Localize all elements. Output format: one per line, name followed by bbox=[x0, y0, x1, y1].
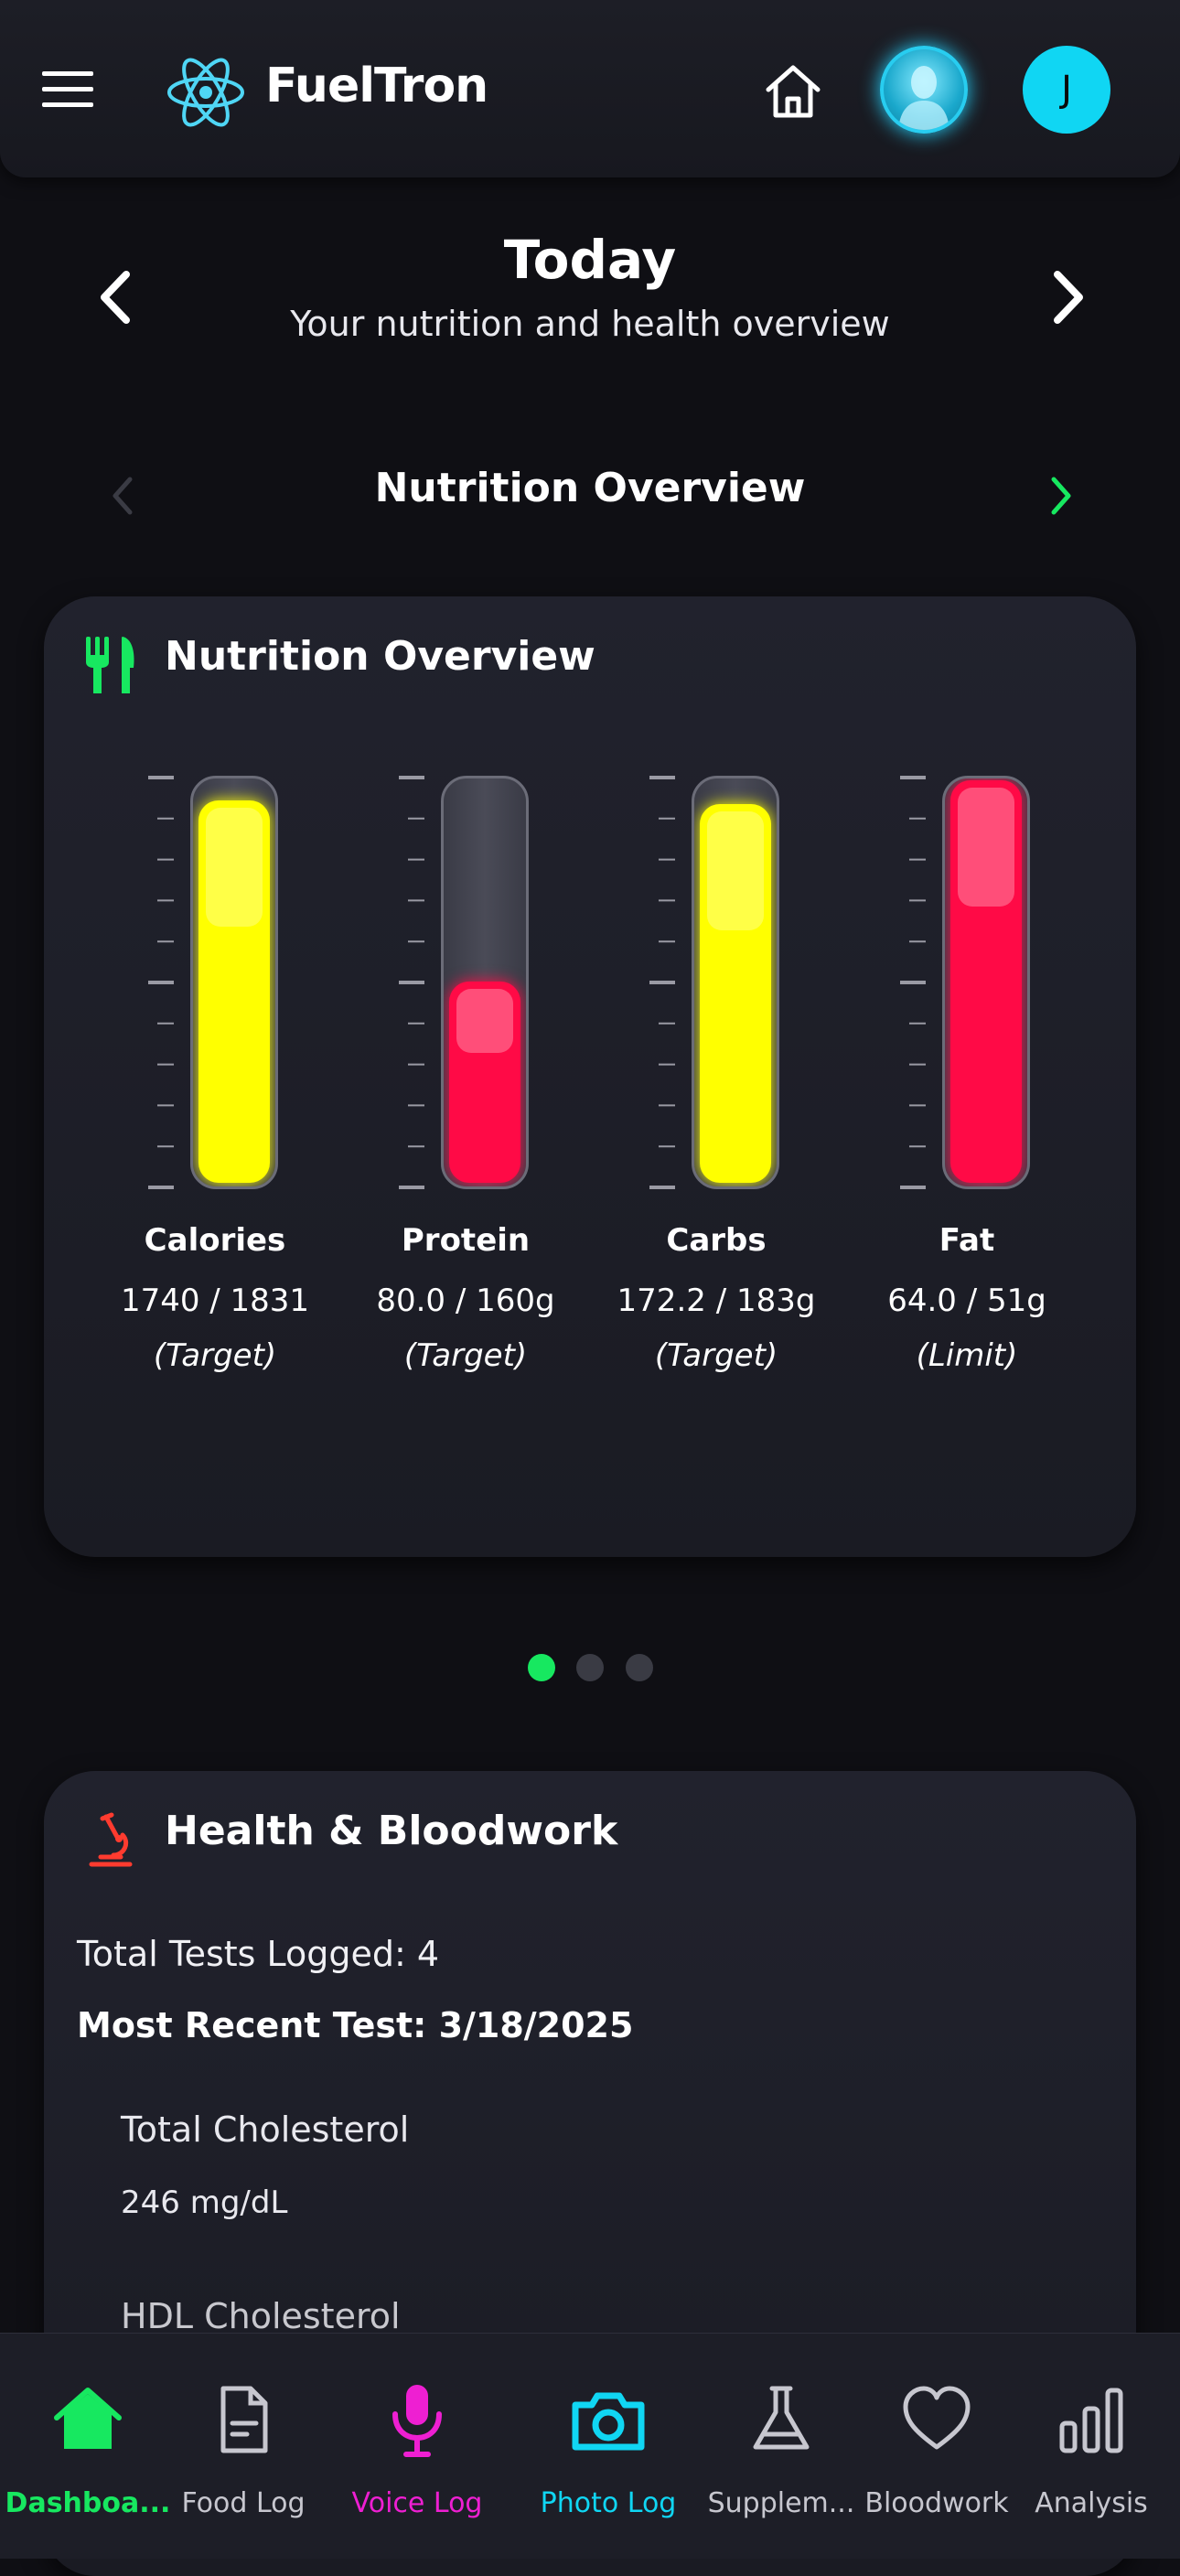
gauge-fill bbox=[198, 800, 270, 1183]
app-header: FuelTron J bbox=[0, 0, 1180, 177]
nav-label: Photo Log bbox=[540, 2487, 677, 2519]
section-title: Nutrition Overview bbox=[374, 465, 806, 511]
next-day-button[interactable] bbox=[1041, 265, 1096, 329]
gauge-note: (Limit) bbox=[916, 1337, 1018, 1374]
gauge-fill bbox=[700, 804, 771, 1183]
gauge-value: 64.0 / 51g bbox=[887, 1283, 1046, 1319]
most-recent-test-text: Most Recent Test: 3/18/2025 bbox=[77, 2005, 634, 2045]
home-icon[interactable] bbox=[761, 59, 825, 123]
gauge-fill bbox=[449, 982, 520, 1183]
bottom-navigation: Dashboa... Food Log Voice Log Photo Log … bbox=[0, 2333, 1180, 2559]
carousel-dots bbox=[0, 1654, 1180, 1683]
gauge-value: 1740 / 1831 bbox=[120, 1283, 310, 1319]
next-section-button[interactable] bbox=[1043, 472, 1079, 520]
bar-chart-icon bbox=[1059, 2388, 1123, 2453]
test-name: HDL Cholesterol bbox=[121, 2296, 401, 2336]
nav-label: Dashboa... bbox=[5, 2487, 171, 2519]
nav-label: Voice Log bbox=[351, 2487, 483, 2519]
gauge-ticks bbox=[399, 776, 424, 1189]
nav-food-log[interactable]: Food Log bbox=[159, 2334, 327, 2559]
nav-analysis[interactable]: Analysis bbox=[1007, 2334, 1175, 2559]
avatar-figure-icon bbox=[898, 66, 949, 130]
gauge-tube bbox=[441, 776, 529, 1189]
microscope-icon bbox=[89, 1812, 133, 1867]
home-icon bbox=[54, 2388, 122, 2449]
previous-day-button[interactable] bbox=[88, 265, 143, 329]
gauge-carbs: Carbs 172.2 / 183g (Target) bbox=[591, 776, 842, 1374]
card-title: Health & Bloodwork bbox=[165, 1808, 618, 1854]
carousel-dot[interactable] bbox=[626, 1654, 653, 1681]
nav-bloodwork[interactable]: Bloodwork bbox=[853, 2334, 1021, 2559]
ai-avatar[interactable] bbox=[880, 46, 968, 134]
gauge-note: (Target) bbox=[654, 1337, 778, 1374]
gauge-label: Carbs bbox=[666, 1222, 767, 1259]
gauge-ticks bbox=[900, 776, 926, 1189]
flask-icon bbox=[753, 2386, 810, 2450]
utensils-icon bbox=[86, 637, 134, 693]
gauge-value: 172.2 / 183g bbox=[617, 1283, 816, 1319]
brand-name: FuelTron bbox=[265, 59, 488, 113]
nav-label: Supplem... bbox=[707, 2487, 855, 2519]
gauge-ticks bbox=[148, 776, 174, 1189]
nav-dashboard[interactable]: Dashboa... bbox=[4, 2334, 172, 2559]
gauge-label: Fat bbox=[939, 1222, 995, 1259]
gauge-ticks bbox=[649, 776, 675, 1189]
heart-icon bbox=[903, 2386, 971, 2450]
gauge-label: Calories bbox=[144, 1222, 286, 1259]
previous-section-button[interactable] bbox=[104, 472, 141, 520]
nav-photo-log[interactable]: Photo Log bbox=[524, 2334, 692, 2559]
gauge-calories: Calories 1740 / 1831 (Target) bbox=[90, 776, 340, 1374]
gauge-tube bbox=[942, 776, 1030, 1189]
gauge-tube bbox=[190, 776, 278, 1189]
gauge-note: (Target) bbox=[153, 1337, 277, 1374]
test-value: 246 mg/dL bbox=[121, 2184, 288, 2221]
camera-icon bbox=[572, 2392, 645, 2451]
gauge-value: 80.0 / 160g bbox=[376, 1283, 555, 1319]
atom-logo-icon bbox=[167, 58, 244, 127]
gauge-fill bbox=[950, 780, 1022, 1183]
nav-label: Food Log bbox=[181, 2487, 306, 2519]
user-avatar[interactable]: J bbox=[1023, 46, 1110, 134]
microphone-icon bbox=[392, 2385, 442, 2457]
gauge-tube bbox=[692, 776, 779, 1189]
day-title: Today bbox=[503, 229, 677, 291]
gauge-protein: Protein 80.0 / 160g (Target) bbox=[340, 776, 591, 1374]
carousel-dot[interactable] bbox=[576, 1654, 604, 1681]
carousel-dot[interactable] bbox=[528, 1654, 555, 1681]
total-tests-text: Total Tests Logged: 4 bbox=[77, 1934, 440, 1974]
menu-icon[interactable] bbox=[42, 71, 93, 108]
test-name: Total Cholesterol bbox=[121, 2109, 410, 2150]
nav-voice-log[interactable]: Voice Log bbox=[333, 2334, 501, 2559]
gauge-note: (Target) bbox=[403, 1337, 528, 1374]
nutrition-overview-card: Nutrition Overview Calories 1740 / 1831 (T… bbox=[44, 596, 1136, 1557]
day-subtitle: Your nutrition and health overview bbox=[290, 304, 890, 344]
gauge-fat: Fat 64.0 / 51g (Limit) bbox=[842, 776, 1092, 1374]
nav-label: Analysis bbox=[1035, 2487, 1148, 2519]
gauge-label: Protein bbox=[401, 1222, 531, 1259]
document-icon bbox=[220, 2386, 268, 2453]
nav-label: Bloodwork bbox=[864, 2487, 1009, 2519]
card-title: Nutrition Overview bbox=[165, 633, 595, 680]
nav-supplements[interactable]: Supplem... bbox=[697, 2334, 865, 2559]
